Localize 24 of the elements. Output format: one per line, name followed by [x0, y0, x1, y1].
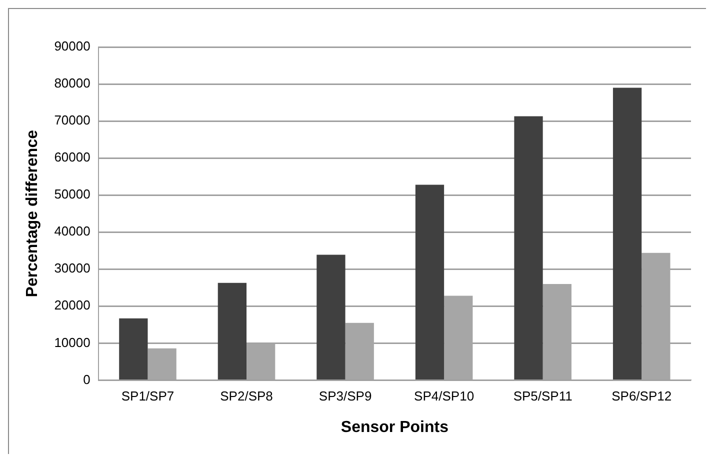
x-axis-title: Sensor Points: [340, 418, 449, 436]
bar: [612, 88, 642, 380]
y-tick-label: 90000: [54, 38, 90, 54]
y-tick-label: 20000: [54, 298, 90, 313]
x-tick-label: SP1/SP7: [121, 388, 174, 404]
y-tick-label: 50000: [54, 186, 90, 202]
y-tick-label: 60000: [54, 150, 90, 165]
x-tick-label: SP4/SP10: [414, 388, 474, 404]
y-tick-label: 10000: [54, 334, 90, 350]
x-tick-label: SP5/SP11: [513, 388, 572, 404]
y-tick-label: 80000: [54, 76, 90, 91]
bar: [415, 184, 444, 380]
bar: [119, 318, 148, 380]
x-tick-label: SP6/SP12: [612, 388, 672, 404]
bar: [316, 254, 346, 380]
y-tick-label: 40000: [54, 224, 90, 239]
y-tick-label: 0: [83, 372, 90, 387]
y-tick-label: 70000: [54, 112, 90, 128]
x-tick-label: SP3/SP9: [318, 388, 372, 404]
x-tick-label: SP2/SP8: [220, 388, 273, 404]
bar: [218, 282, 247, 380]
y-tick-label: 30000: [54, 260, 90, 276]
bar: [514, 116, 543, 380]
y-axis-title: Percentage difference: [24, 130, 42, 298]
